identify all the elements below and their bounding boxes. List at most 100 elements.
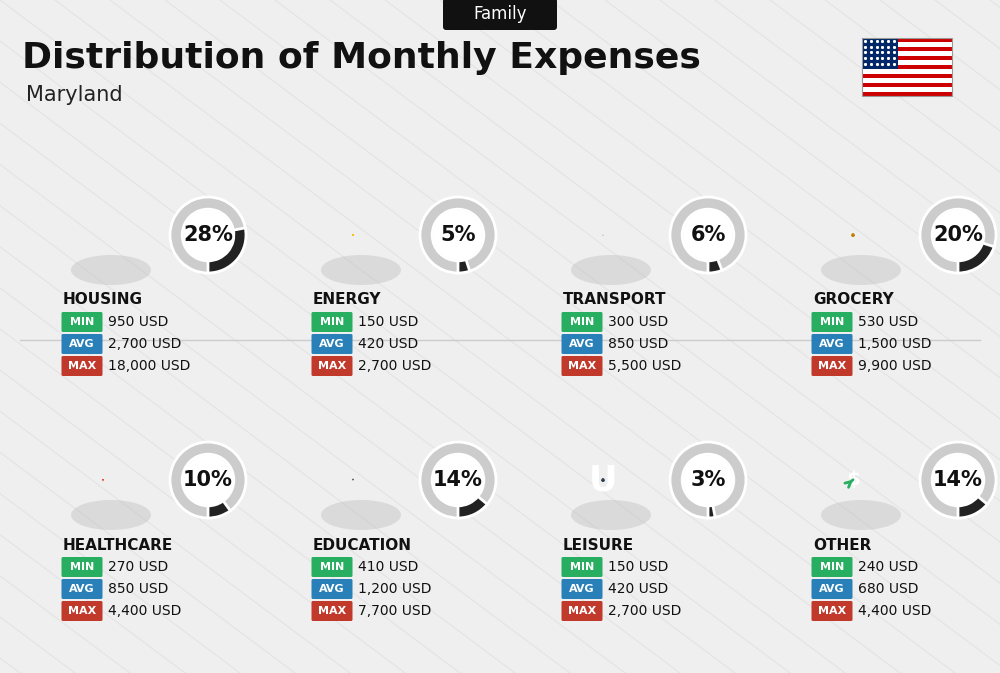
Text: 680 USD: 680 USD [858, 582, 918, 596]
Circle shape [683, 455, 733, 505]
FancyBboxPatch shape [562, 557, 602, 577]
Text: MIN: MIN [820, 317, 844, 327]
Wedge shape [420, 442, 496, 518]
Text: MAX: MAX [318, 606, 346, 616]
Text: MAX: MAX [818, 606, 846, 616]
Text: AVG: AVG [569, 584, 595, 594]
Text: 18,000 USD: 18,000 USD [108, 359, 190, 373]
Text: AVG: AVG [569, 339, 595, 349]
Text: 300 USD: 300 USD [608, 315, 668, 329]
Text: 3%: 3% [690, 470, 726, 490]
FancyBboxPatch shape [812, 579, 852, 599]
Text: AVG: AVG [319, 339, 345, 349]
Text: 2,700 USD: 2,700 USD [358, 359, 431, 373]
Text: 9,900 USD: 9,900 USD [858, 359, 932, 373]
Bar [862, 56, 952, 61]
Bar [862, 87, 952, 92]
FancyBboxPatch shape [312, 557, 352, 577]
Text: MAX: MAX [318, 361, 346, 371]
Ellipse shape [821, 255, 901, 285]
Wedge shape [208, 501, 230, 518]
Text: MIN: MIN [70, 562, 94, 572]
Text: TRANSPORT: TRANSPORT [563, 293, 666, 308]
Wedge shape [920, 197, 996, 273]
FancyBboxPatch shape [562, 579, 602, 599]
Text: 150 USD: 150 USD [608, 560, 668, 574]
FancyBboxPatch shape [443, 0, 557, 30]
Text: EDUCATION: EDUCATION [313, 538, 412, 553]
Text: AVG: AVG [69, 584, 95, 594]
Bar [862, 51, 952, 56]
Text: AVG: AVG [319, 584, 345, 594]
Text: AVG: AVG [819, 339, 845, 349]
FancyBboxPatch shape [562, 312, 602, 332]
Bar [862, 38, 952, 42]
Text: GROCERY: GROCERY [813, 293, 894, 308]
Wedge shape [920, 442, 996, 518]
Text: HOUSING: HOUSING [63, 293, 143, 308]
FancyBboxPatch shape [562, 356, 602, 376]
Text: 10%: 10% [183, 470, 233, 490]
Text: 150 USD: 150 USD [358, 315, 418, 329]
Text: $: $ [846, 470, 860, 489]
FancyBboxPatch shape [312, 601, 352, 621]
FancyBboxPatch shape [812, 557, 852, 577]
Text: 410 USD: 410 USD [358, 560, 418, 574]
Text: OTHER: OTHER [813, 538, 871, 553]
Wedge shape [170, 442, 246, 518]
Text: 530 USD: 530 USD [858, 315, 918, 329]
Bar [862, 73, 952, 78]
Text: MIN: MIN [320, 317, 344, 327]
Text: 2,700 USD: 2,700 USD [108, 337, 181, 351]
Text: MIN: MIN [570, 317, 594, 327]
Text: MIN: MIN [570, 562, 594, 572]
FancyBboxPatch shape [312, 312, 352, 332]
Circle shape [933, 455, 983, 505]
Text: 240 USD: 240 USD [858, 560, 918, 574]
Text: 28%: 28% [183, 225, 233, 245]
FancyBboxPatch shape [312, 334, 352, 354]
FancyBboxPatch shape [62, 356, 103, 376]
FancyBboxPatch shape [812, 334, 852, 354]
Bar [862, 47, 952, 51]
FancyBboxPatch shape [812, 356, 852, 376]
Ellipse shape [821, 500, 901, 530]
Text: Maryland: Maryland [26, 85, 123, 105]
Ellipse shape [321, 255, 401, 285]
Wedge shape [458, 497, 487, 518]
Circle shape [683, 210, 733, 260]
Wedge shape [708, 259, 722, 273]
Circle shape [183, 455, 233, 505]
Text: 850 USD: 850 USD [608, 337, 668, 351]
Bar [862, 42, 952, 47]
Text: MAX: MAX [68, 606, 96, 616]
Wedge shape [458, 260, 470, 273]
Bar [862, 78, 952, 83]
FancyBboxPatch shape [312, 579, 352, 599]
Bar [862, 65, 952, 69]
Ellipse shape [71, 255, 151, 285]
Text: ENERGY: ENERGY [313, 293, 382, 308]
Text: 270 USD: 270 USD [108, 560, 168, 574]
Text: AVG: AVG [69, 339, 95, 349]
Bar [862, 61, 952, 65]
Text: MIN: MIN [820, 562, 844, 572]
Text: 5%: 5% [440, 225, 476, 245]
FancyBboxPatch shape [62, 312, 103, 332]
Wedge shape [170, 197, 246, 273]
Circle shape [183, 210, 233, 260]
Text: 1,200 USD: 1,200 USD [358, 582, 432, 596]
Text: 850 USD: 850 USD [108, 582, 168, 596]
Circle shape [433, 455, 483, 505]
Text: U: U [589, 463, 617, 497]
Ellipse shape [71, 500, 151, 530]
FancyBboxPatch shape [812, 312, 852, 332]
FancyBboxPatch shape [562, 601, 602, 621]
FancyBboxPatch shape [62, 557, 103, 577]
Wedge shape [420, 197, 496, 273]
Ellipse shape [571, 255, 651, 285]
Wedge shape [670, 442, 746, 518]
Text: 14%: 14% [933, 470, 983, 490]
FancyBboxPatch shape [812, 601, 852, 621]
Text: 420 USD: 420 USD [358, 337, 418, 351]
